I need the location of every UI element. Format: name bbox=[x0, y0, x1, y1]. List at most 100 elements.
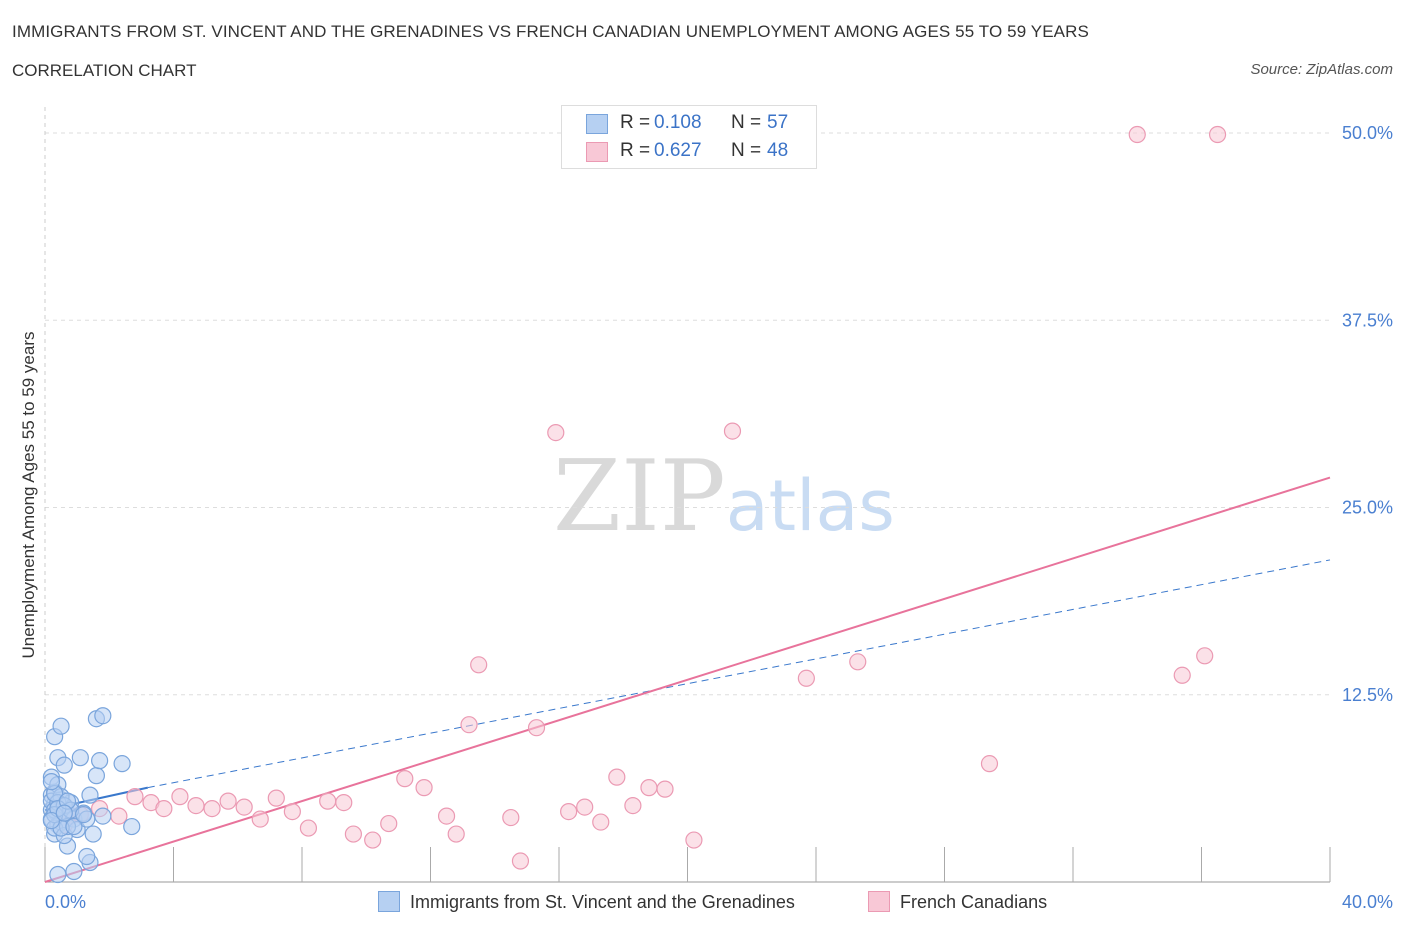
n-label: N = bbox=[731, 140, 762, 161]
legend-label-blue: Immigrants from St. Vincent and the Gren… bbox=[410, 892, 795, 912]
data-point-pink bbox=[608, 768, 626, 786]
data-point-blue bbox=[123, 817, 141, 836]
data-point-blue bbox=[113, 755, 131, 773]
data-point-pink bbox=[656, 780, 674, 798]
n-label: N = bbox=[731, 112, 762, 133]
data-point-blue bbox=[65, 862, 83, 881]
watermark-atlas: atlas bbox=[725, 465, 895, 547]
data-point-pink bbox=[560, 802, 578, 821]
n-value-pink: 48 bbox=[767, 140, 789, 161]
legend-item-pink: French Canadians bbox=[868, 891, 1047, 913]
data-point-blue bbox=[71, 749, 89, 767]
data-point-pink bbox=[797, 669, 815, 687]
data-point-pink bbox=[470, 656, 488, 674]
x-ticks bbox=[44, 847, 1331, 882]
y-tick-label: 37.5% bbox=[1342, 310, 1393, 330]
data-point-blue bbox=[55, 756, 73, 774]
data-point-pink bbox=[126, 788, 144, 806]
data-point-pink bbox=[576, 798, 594, 816]
data-point-pink bbox=[1196, 647, 1214, 665]
data-point-pink bbox=[1173, 666, 1191, 684]
chart-title: IMMIGRANTS FROM ST. VINCENT AND THE GREN… bbox=[12, 22, 1089, 41]
data-point-pink bbox=[447, 825, 465, 843]
y-tick-label: 25.0% bbox=[1342, 498, 1393, 518]
data-point-blue bbox=[49, 865, 67, 884]
data-point-blue bbox=[81, 786, 99, 804]
r-label: R = bbox=[620, 112, 651, 133]
data-point-blue bbox=[65, 817, 83, 836]
chart-subtitle: CORRELATION CHART bbox=[12, 61, 197, 80]
blue-swatch bbox=[586, 114, 608, 134]
data-point-blue bbox=[55, 804, 73, 822]
x-tick-labels: 0.0% 40.0% bbox=[45, 892, 1393, 912]
data-point-pink bbox=[624, 797, 642, 815]
data-point-pink bbox=[1208, 125, 1227, 144]
data-point-pink bbox=[171, 788, 189, 806]
data-point-blue bbox=[74, 805, 93, 824]
data-point-pink bbox=[723, 422, 742, 440]
data-point-blue bbox=[52, 717, 70, 735]
trend-line-blue bbox=[147, 559, 1331, 789]
y-tick-labels: 12.5% 25.0% 37.5% 50.0% bbox=[1342, 123, 1393, 705]
stats-legend: R = 0.108 N = 57 R = 0.627 N = 48 bbox=[561, 105, 817, 169]
data-point-pink bbox=[980, 755, 999, 773]
data-point-pink bbox=[299, 819, 318, 837]
data-point-blue bbox=[94, 807, 112, 825]
data-point-pink bbox=[685, 831, 703, 849]
r-label: R = bbox=[620, 140, 651, 161]
data-point-pink bbox=[283, 802, 301, 821]
data-point-pink bbox=[547, 424, 565, 442]
r-value-pink: 0.627 bbox=[654, 140, 702, 161]
trend-line-pink bbox=[44, 476, 1331, 883]
data-point-pink bbox=[235, 798, 253, 816]
legend-swatch-blue bbox=[378, 891, 400, 912]
n-value-blue: 57 bbox=[767, 112, 789, 133]
data-point-pink bbox=[364, 831, 382, 849]
data-point-pink bbox=[110, 807, 128, 825]
data-point-pink bbox=[396, 770, 414, 788]
watermark: ZIPatlas bbox=[553, 440, 895, 554]
data-point-pink bbox=[849, 653, 867, 671]
data-point-pink bbox=[502, 808, 520, 827]
legend-swatch-pink bbox=[868, 891, 890, 912]
data-point-blue bbox=[78, 847, 96, 866]
r-value-blue: 0.108 bbox=[654, 112, 702, 133]
data-point-pink bbox=[511, 852, 530, 870]
trend-lines bbox=[44, 476, 1331, 883]
data-point-pink bbox=[1128, 125, 1146, 144]
x-tick-label: 40.0% bbox=[1342, 892, 1393, 912]
watermark-zip: ZIP bbox=[553, 440, 726, 554]
data-point-pink bbox=[437, 807, 456, 825]
source-note: Source: ZipAtlas.com bbox=[1250, 61, 1393, 78]
legend-label-pink: French Canadians bbox=[900, 892, 1048, 912]
data-point-pink bbox=[267, 789, 285, 807]
data-point-pink bbox=[203, 799, 221, 818]
data-point-pink bbox=[344, 825, 362, 843]
data-points bbox=[42, 125, 1227, 884]
data-point-pink bbox=[380, 814, 398, 833]
data-point-blue bbox=[87, 767, 106, 785]
data-point-pink bbox=[335, 794, 353, 812]
data-point-blue bbox=[42, 773, 61, 791]
data-point-pink bbox=[155, 799, 173, 818]
data-point-pink bbox=[527, 719, 546, 737]
data-point-pink bbox=[251, 810, 269, 828]
data-point-pink bbox=[592, 813, 610, 831]
legend-item-blue: Immigrants from St. Vincent and the Gren… bbox=[378, 891, 795, 913]
x-tick-label: 0.0% bbox=[45, 892, 86, 912]
pink-swatch bbox=[586, 142, 608, 162]
y-axis-label: Unemployment Among Ages 55 to 59 years bbox=[19, 332, 38, 659]
data-point-pink bbox=[219, 792, 237, 810]
data-point-pink bbox=[640, 779, 658, 797]
y-tick-label: 50.0% bbox=[1342, 123, 1393, 143]
data-point-pink bbox=[415, 779, 433, 797]
y-tick-label: 12.5% bbox=[1342, 685, 1393, 705]
data-point-blue bbox=[84, 825, 102, 843]
gridlines bbox=[44, 107, 1330, 882]
data-point-pink bbox=[460, 716, 478, 734]
data-point-blue bbox=[94, 707, 112, 725]
data-point-pink bbox=[187, 797, 205, 815]
data-point-pink bbox=[319, 792, 337, 810]
data-point-blue bbox=[42, 811, 61, 830]
